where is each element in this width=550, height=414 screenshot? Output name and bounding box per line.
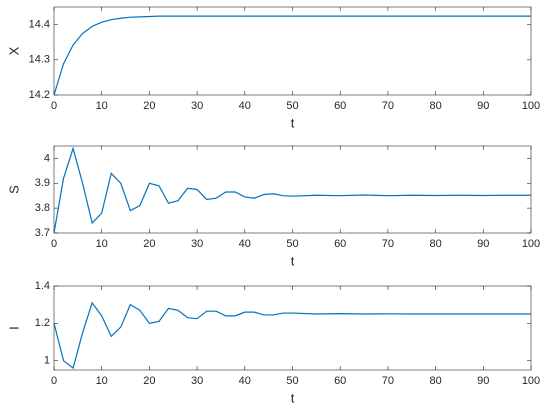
y-tick-label: 1.2	[35, 317, 50, 329]
x-tick-label: 90	[477, 100, 489, 112]
x-tick-label: 0	[51, 375, 57, 387]
y-tick-label: 1	[44, 355, 50, 367]
x-tick-label: 30	[191, 100, 203, 112]
x-tick-label: 10	[96, 100, 108, 112]
x-tick-label: 80	[429, 375, 441, 387]
x-tick-label: 10	[96, 238, 108, 250]
data-line	[53, 301, 531, 370]
x-tick-label: 0	[51, 238, 57, 250]
x-tick-label: 80	[429, 238, 441, 250]
y-tick-label: 3.9	[35, 177, 50, 189]
x-tick-label: 50	[286, 100, 298, 112]
x-tick-label: 100	[522, 238, 540, 250]
x-tick-label: 40	[239, 375, 251, 387]
x-tick-label: 10	[96, 375, 108, 387]
data-line	[53, 146, 531, 234]
x-axis-label: t	[291, 253, 295, 268]
y-tick-label: 4	[44, 152, 50, 164]
y-axis-label: X	[6, 46, 21, 55]
y-tick-label: 14.2	[29, 89, 50, 101]
x-tick-label: 70	[382, 100, 394, 112]
x-tick-label: 30	[191, 375, 203, 387]
x-axis-label: t	[291, 390, 295, 405]
x-tick-label: 50	[286, 375, 298, 387]
y-tick-label: 1.4	[35, 280, 50, 292]
x-tick-label: 80	[429, 100, 441, 112]
x-tick-label: 30	[191, 238, 203, 250]
x-tick-label: 20	[143, 238, 155, 250]
y-axis-label: S	[6, 185, 21, 194]
x-tick-label: 60	[334, 375, 346, 387]
x-tick-label: 90	[477, 238, 489, 250]
y-axis-label: I	[6, 326, 21, 330]
x-axis-label: t	[291, 115, 295, 130]
x-tick-label: 90	[477, 375, 489, 387]
x-tick-label: 60	[334, 100, 346, 112]
y-tick-label: 3.8	[35, 202, 50, 214]
axes-box	[53, 6, 532, 96]
x-tick-label: 40	[239, 100, 251, 112]
x-tick-label: 100	[522, 100, 540, 112]
x-tick-label: 40	[239, 238, 251, 250]
x-tick-label: 20	[143, 100, 155, 112]
data-line	[53, 15, 531, 96]
x-tick-label: 20	[143, 375, 155, 387]
y-tick-label: 3.7	[35, 227, 50, 239]
y-tick-label: 14.4	[29, 19, 50, 31]
x-tick-label: 70	[382, 238, 394, 250]
axes-box	[53, 285, 532, 371]
x-tick-label: 0	[51, 100, 57, 112]
x-tick-label: 100	[522, 375, 540, 387]
axes-box	[53, 145, 532, 234]
x-tick-label: 60	[334, 238, 346, 250]
y-tick-label: 14.3	[29, 54, 50, 66]
x-tick-label: 70	[382, 375, 394, 387]
x-tick-label: 50	[286, 238, 298, 250]
